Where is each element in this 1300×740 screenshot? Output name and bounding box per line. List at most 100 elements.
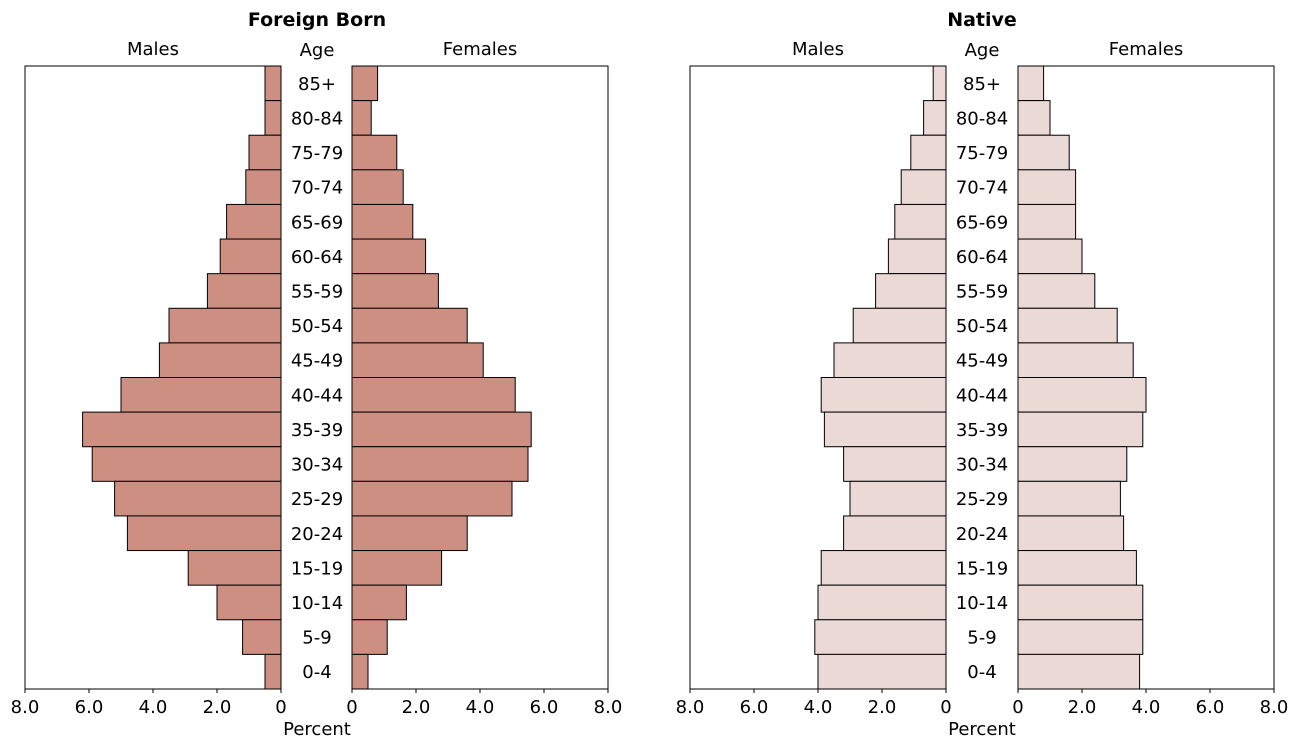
- age-label-80-84: 80-84: [291, 108, 343, 129]
- male-bar-15-19: [820, 550, 947, 586]
- female-bar-5-9: [1017, 619, 1144, 655]
- female-bar-35-39: [1017, 411, 1144, 448]
- age-label-5-9: 5-9: [967, 628, 996, 649]
- age-label-20-24: 20-24: [291, 524, 343, 545]
- age-label-60-64: 60-64: [956, 247, 1008, 268]
- male-tick-label: 8.0: [676, 697, 705, 718]
- female-bar-15-19: [1017, 550, 1137, 586]
- male-tick-label: 8.0: [11, 697, 40, 718]
- age-label-50-54: 50-54: [291, 316, 343, 337]
- male-tick-label: 2.0: [868, 697, 897, 718]
- male-bar-15-19: [187, 550, 282, 586]
- age-label-0-4: 0-4: [302, 662, 331, 683]
- male-bar-80-84: [923, 100, 947, 136]
- age-label-25-29: 25-29: [291, 489, 343, 510]
- age-label-15-19: 15-19: [291, 558, 343, 579]
- age-label-20-24: 20-24: [956, 524, 1008, 545]
- male-tick-label: 0: [275, 697, 286, 718]
- age-label-45-49: 45-49: [291, 351, 343, 372]
- male-bar-25-29: [849, 480, 947, 517]
- female-bar-30-34: [1017, 446, 1128, 482]
- female-tick-label: 6.0: [1196, 697, 1225, 718]
- x-axis-label: Percent: [283, 719, 351, 740]
- female-tick-label: 2.0: [402, 697, 431, 718]
- male-tick-label: 4.0: [139, 697, 168, 718]
- age-label-60-64: 60-64: [291, 247, 343, 268]
- female-tick-label: 6.0: [530, 697, 559, 718]
- chart-title: Foreign Born: [248, 9, 386, 31]
- male-tick-label: 6.0: [75, 697, 104, 718]
- age-label-40-44: 40-44: [291, 385, 343, 406]
- female-bar-40-44: [351, 377, 516, 413]
- female-bar-40-44: [1017, 377, 1147, 413]
- female-bar-15-19: [351, 550, 443, 586]
- female-bar-50-54: [1017, 307, 1118, 344]
- male-bar-85+: [932, 65, 947, 102]
- male-bar-40-44: [820, 377, 947, 413]
- age-label-75-79: 75-79: [956, 143, 1008, 164]
- female-bar-35-39: [351, 411, 532, 448]
- female-bar-80-84: [351, 100, 372, 136]
- age-label-55-59: 55-59: [956, 281, 1008, 302]
- male-bar-40-44: [120, 377, 282, 413]
- age-label-45-49: 45-49: [956, 351, 1008, 372]
- female-bar-70-74: [351, 169, 404, 205]
- age-label-85+: 85+: [298, 74, 336, 95]
- male-tick-label: 4.0: [804, 697, 833, 718]
- female-bar-65-69: [1017, 203, 1077, 240]
- females-header: Females: [443, 39, 517, 60]
- female-bar-60-64: [351, 238, 427, 275]
- female-bar-30-34: [351, 446, 529, 482]
- age-label-80-84: 80-84: [956, 108, 1008, 129]
- female-bar-75-79: [351, 134, 398, 171]
- x-axis-label: Percent: [948, 719, 1016, 740]
- age-label-85+: 85+: [963, 74, 1001, 95]
- female-bar-75-79: [1017, 134, 1070, 171]
- female-bar-45-49: [351, 342, 484, 378]
- male-bar-55-59: [206, 273, 282, 309]
- age-label-10-14: 10-14: [291, 593, 343, 614]
- male-bar-35-39: [823, 411, 947, 448]
- chart-title: Native: [947, 9, 1017, 31]
- female-bar-5-9: [351, 619, 388, 655]
- male-bar-10-14: [817, 584, 947, 621]
- female-bar-50-54: [351, 307, 468, 344]
- male-tick-label: 2.0: [203, 697, 232, 718]
- male-bar-10-14: [216, 584, 282, 621]
- female-tick-label: 2.0: [1068, 697, 1097, 718]
- male-tick-label: 0: [940, 697, 951, 718]
- age-header: Age: [300, 40, 335, 61]
- age-label-35-39: 35-39: [291, 420, 343, 441]
- age-label-25-29: 25-29: [956, 489, 1008, 510]
- males-header: Males: [127, 39, 179, 60]
- age-label-30-34: 30-34: [956, 455, 1008, 476]
- age-label-65-69: 65-69: [956, 212, 1008, 233]
- female-tick-label: 0: [1012, 697, 1023, 718]
- age-label-0-4: 0-4: [967, 662, 996, 683]
- male-bar-60-64: [887, 238, 947, 275]
- age-label-15-19: 15-19: [956, 558, 1008, 579]
- age-label-65-69: 65-69: [291, 212, 343, 233]
- males-header: Males: [792, 39, 844, 60]
- female-bar-55-59: [351, 273, 439, 309]
- male-bar-45-49: [833, 342, 947, 378]
- male-tick-label: 6.0: [740, 697, 769, 718]
- age-label-40-44: 40-44: [956, 385, 1008, 406]
- female-bar-10-14: [1017, 584, 1144, 621]
- male-bar-0-4: [264, 653, 282, 690]
- female-bar-85+: [1017, 65, 1045, 102]
- female-bar-85+: [351, 65, 379, 102]
- female-bar-20-24: [1017, 515, 1125, 552]
- male-bar-5-9: [242, 619, 282, 655]
- age-label-70-74: 70-74: [956, 178, 1008, 199]
- male-bar-55-59: [875, 273, 947, 309]
- male-bar-5-9: [814, 619, 947, 655]
- female-bar-25-29: [1017, 480, 1121, 517]
- females-header: Females: [1109, 39, 1183, 60]
- male-bar-30-34: [843, 446, 947, 482]
- male-bar-65-69: [894, 203, 947, 240]
- female-bar-25-29: [351, 480, 513, 517]
- age-label-50-54: 50-54: [956, 316, 1008, 337]
- age-label-75-79: 75-79: [291, 143, 343, 164]
